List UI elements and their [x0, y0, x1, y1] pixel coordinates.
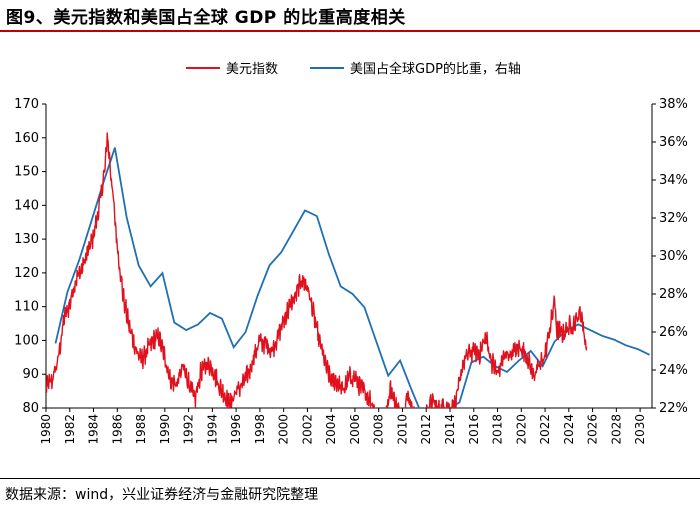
y-left-tick-label: 140 — [14, 198, 39, 213]
x-tick-label: 2006 — [348, 414, 362, 445]
x-tick-label: 2020 — [514, 414, 528, 445]
y-left-tick-label: 110 — [14, 300, 39, 315]
gdp-share-line — [54, 147, 650, 408]
x-tick-label: 1982 — [63, 414, 77, 445]
footer-divider — [0, 478, 700, 479]
y-right-tick-label: 26% — [659, 325, 688, 340]
x-tick-label: 1990 — [158, 414, 172, 445]
x-tick-label: 2018 — [491, 414, 505, 445]
y-left-tick-label: 130 — [14, 232, 39, 247]
series-dollar-index — [46, 132, 588, 408]
x-tick-label: 1980 — [39, 414, 53, 445]
y-left-tick-label: 80 — [22, 401, 39, 416]
x-tick-label: 2010 — [395, 414, 409, 445]
y-left-tick-label: 150 — [14, 165, 39, 180]
x-tick-label: 2028 — [609, 414, 623, 445]
chart: 美元指数 美国占全球GDP的比重，右轴 80 90 100 110 120 130 140 1… — [14, 61, 688, 445]
x-tick-label: 1984 — [87, 414, 101, 445]
x-tick-label: 1992 — [182, 414, 196, 445]
y-left-tick-label: 170 — [14, 97, 39, 112]
x-tick-label: 2030 — [633, 414, 647, 445]
y-left-tick-label: 120 — [14, 266, 39, 281]
x-tick-label: 1994 — [205, 414, 219, 445]
y-right-tick-label: 22% — [659, 401, 688, 416]
x-tick-label: 2014 — [443, 414, 457, 445]
y-right-tick-label: 36% — [659, 135, 688, 150]
legend-label-gdp: 美国占全球GDP的比重，右轴 — [350, 61, 521, 77]
y-left-tick-label: 160 — [14, 131, 39, 146]
x-tick-label: 2000 — [277, 414, 291, 445]
x-tick-label: 1988 — [134, 414, 148, 445]
y-right-tick-label: 24% — [659, 363, 688, 378]
y-right-tick-label: 30% — [659, 249, 688, 264]
y-right-tick-label: 38% — [659, 97, 688, 112]
series-gdp-share — [54, 147, 650, 408]
y-right-tick-label: 34% — [659, 173, 688, 188]
x-tick-label: 2004 — [324, 414, 338, 445]
x-tick-label: 2002 — [300, 414, 314, 445]
x-tick-label: 2022 — [538, 414, 552, 445]
title-divider — [0, 30, 700, 32]
axes: 80 90 100 110 120 130 140 150 160 170 22% 24% 26% 28%… — [14, 97, 688, 445]
y-right-tick-label: 32% — [659, 211, 688, 226]
x-tick-label: 2016 — [467, 414, 481, 445]
x-tick-label: 2008 — [372, 414, 386, 445]
x-tick-label: 1996 — [229, 414, 243, 445]
legend: 美元指数 美国占全球GDP的比重，右轴 — [186, 61, 521, 77]
x-tick-label: 2024 — [562, 414, 576, 445]
x-tick-label: 2026 — [586, 414, 600, 445]
y-left-tick-label: 100 — [14, 333, 39, 348]
x-tick-label: 1986 — [110, 414, 124, 445]
y-left-tick-label: 90 — [22, 367, 39, 382]
x-tick-label: 2012 — [419, 414, 433, 445]
y-right-tick-label: 28% — [659, 287, 688, 302]
legend-label-dxy: 美元指数 — [226, 62, 278, 77]
dollar-index-line — [46, 132, 588, 408]
x-tick-label: 1998 — [253, 414, 267, 445]
page-title: 图9、美元指数和美国占全球 GDP 的比重高度相关 — [6, 8, 406, 28]
source-note: 数据来源：wind，兴业证券经济与金融研究院整理 — [5, 487, 319, 503]
